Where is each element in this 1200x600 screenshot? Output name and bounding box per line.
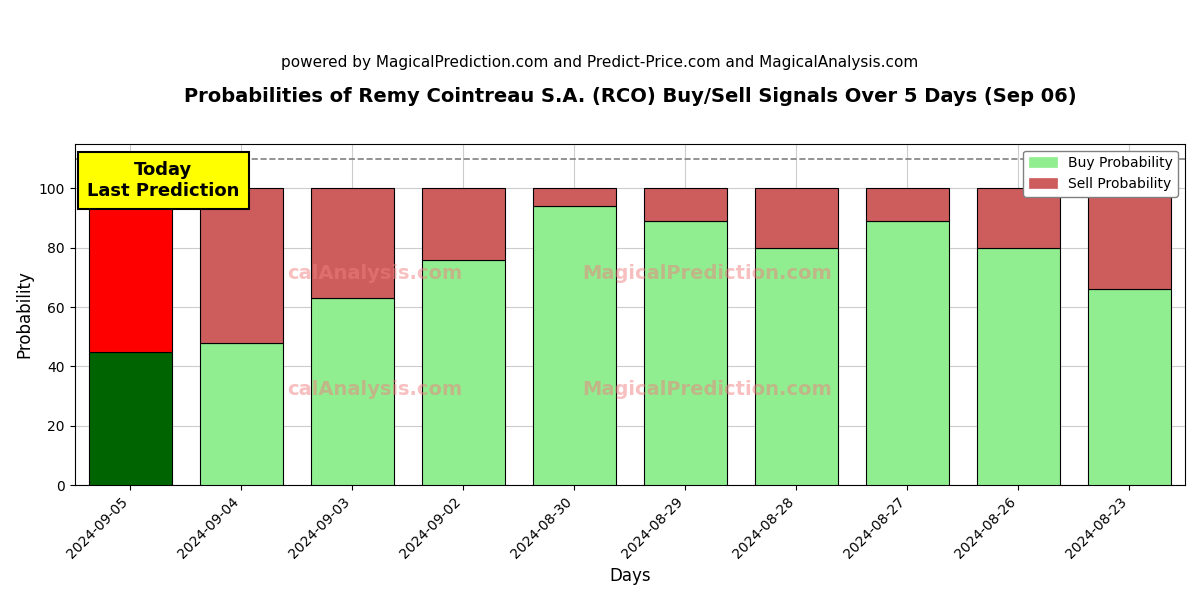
Bar bbox=[199, 343, 283, 485]
Bar bbox=[643, 188, 727, 221]
Bar bbox=[977, 248, 1060, 485]
Legend: Buy Probability, Sell Probability: Buy Probability, Sell Probability bbox=[1024, 151, 1178, 197]
Text: Today
Last Prediction: Today Last Prediction bbox=[88, 161, 240, 200]
Bar bbox=[533, 206, 616, 485]
Bar bbox=[977, 188, 1060, 248]
Bar bbox=[421, 188, 505, 260]
Bar bbox=[1088, 188, 1171, 289]
Text: MagicalPrediction.com: MagicalPrediction.com bbox=[583, 380, 833, 399]
Bar bbox=[865, 188, 949, 221]
Text: calAnalysis.com: calAnalysis.com bbox=[287, 380, 462, 399]
Bar bbox=[311, 188, 394, 298]
Y-axis label: Probability: Probability bbox=[16, 271, 34, 358]
Bar bbox=[643, 221, 727, 485]
Bar bbox=[89, 352, 172, 485]
X-axis label: Days: Days bbox=[610, 567, 650, 585]
Text: calAnalysis.com: calAnalysis.com bbox=[287, 264, 462, 283]
Text: MagicalPrediction.com: MagicalPrediction.com bbox=[583, 264, 833, 283]
Bar bbox=[1088, 289, 1171, 485]
Bar bbox=[199, 188, 283, 343]
Text: powered by MagicalPrediction.com and Predict-Price.com and MagicalAnalysis.com: powered by MagicalPrediction.com and Pre… bbox=[281, 55, 919, 70]
Bar bbox=[533, 188, 616, 206]
Bar bbox=[89, 188, 172, 352]
Bar bbox=[421, 260, 505, 485]
Bar bbox=[311, 298, 394, 485]
Bar bbox=[865, 221, 949, 485]
Bar bbox=[755, 248, 838, 485]
Title: Probabilities of Remy Cointreau S.A. (RCO) Buy/Sell Signals Over 5 Days (Sep 06): Probabilities of Remy Cointreau S.A. (RC… bbox=[184, 87, 1076, 106]
Bar bbox=[755, 188, 838, 248]
